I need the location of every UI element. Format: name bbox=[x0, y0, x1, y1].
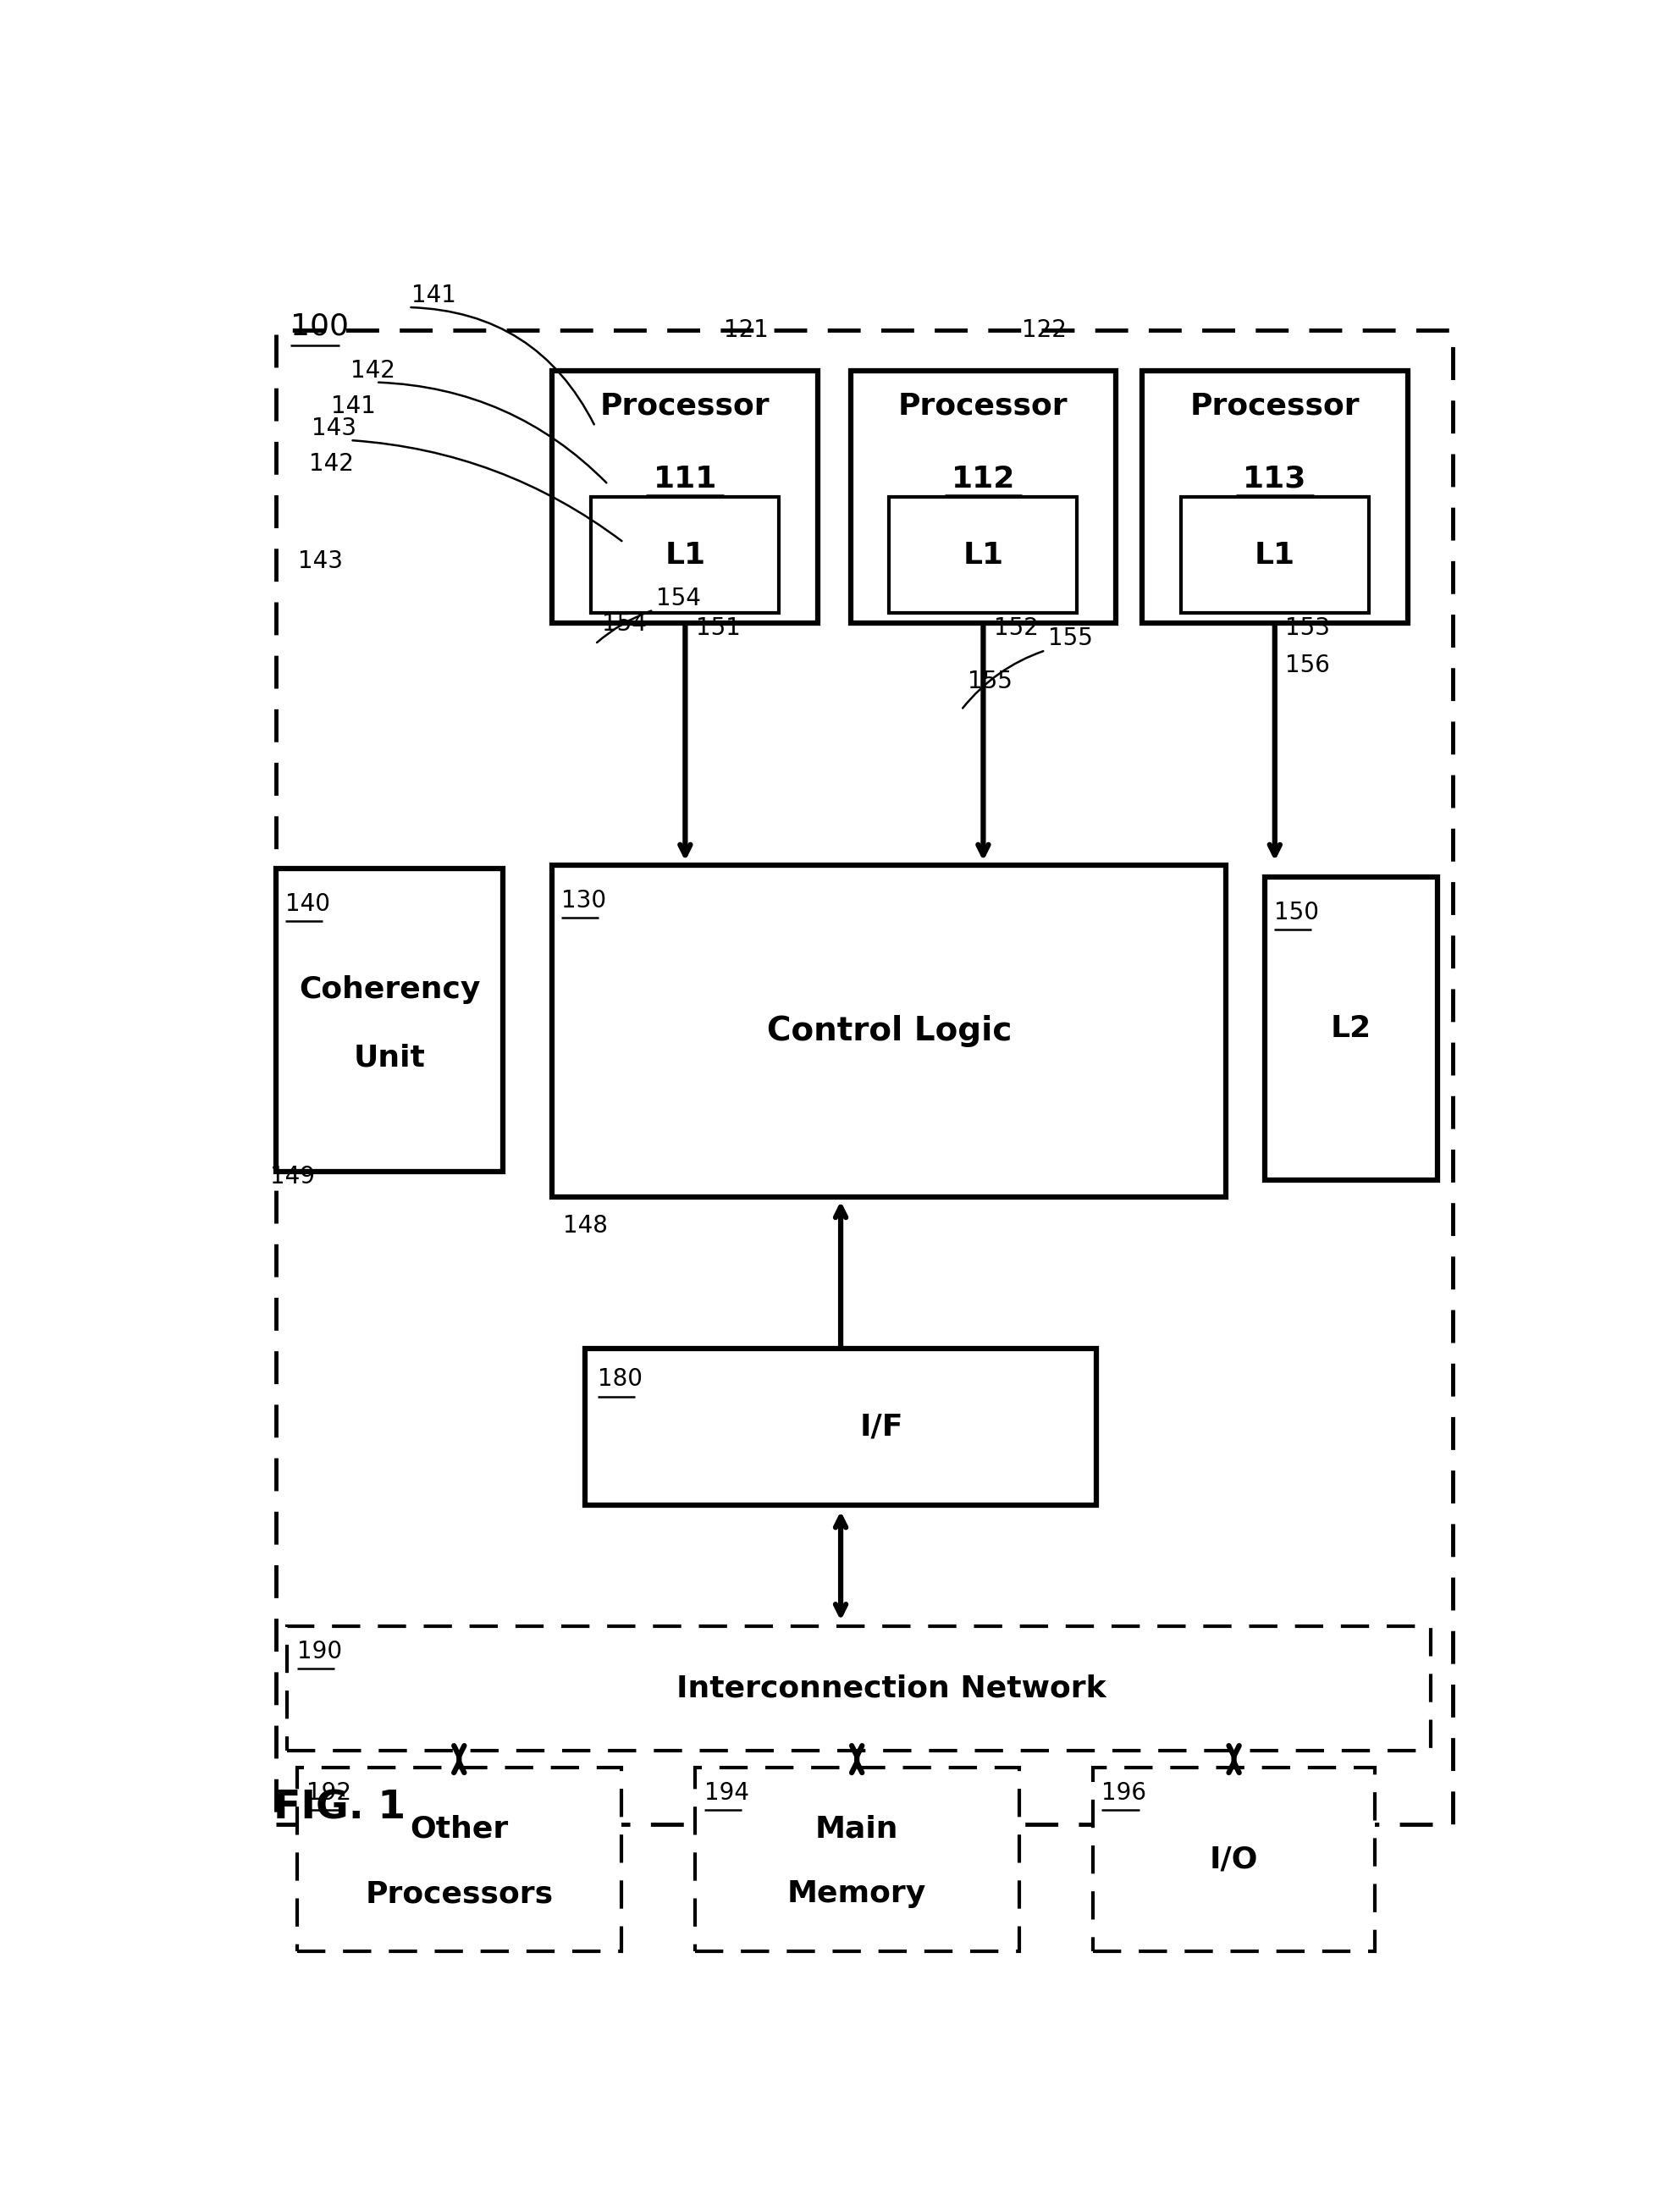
Text: Other: Other bbox=[410, 1814, 508, 1843]
Text: 121: 121 bbox=[724, 319, 769, 343]
Bar bbox=[1180, 498, 1369, 613]
Bar bbox=[276, 869, 503, 1172]
Text: 113: 113 bbox=[1242, 465, 1308, 493]
Text: I/O: I/O bbox=[1209, 1845, 1259, 1874]
Text: 100: 100 bbox=[291, 312, 349, 341]
Text: Processors: Processors bbox=[364, 1880, 553, 1909]
Text: Coherency: Coherency bbox=[299, 975, 480, 1004]
Text: 152: 152 bbox=[993, 617, 1038, 639]
Text: 141: 141 bbox=[331, 394, 376, 418]
Text: 149: 149 bbox=[269, 1166, 314, 1188]
Text: 143: 143 bbox=[311, 416, 356, 440]
Text: 122: 122 bbox=[1022, 319, 1067, 343]
Text: 155: 155 bbox=[1048, 626, 1093, 650]
Text: L1: L1 bbox=[1254, 540, 1296, 568]
Text: L1: L1 bbox=[665, 540, 706, 568]
Bar bbox=[592, 498, 779, 613]
Text: 180: 180 bbox=[599, 1367, 642, 1391]
Text: 155: 155 bbox=[968, 670, 1013, 692]
Bar bbox=[1266, 876, 1438, 1179]
Bar bbox=[298, 1767, 620, 1951]
Bar bbox=[851, 372, 1117, 624]
Bar bbox=[890, 498, 1077, 613]
Text: 190: 190 bbox=[298, 1639, 343, 1663]
Text: Interconnection Network: Interconnection Network bbox=[677, 1674, 1107, 1703]
Text: 142: 142 bbox=[309, 451, 353, 476]
Text: 141: 141 bbox=[411, 283, 456, 307]
Bar bbox=[552, 865, 1226, 1197]
Text: 156: 156 bbox=[1286, 655, 1329, 677]
Bar bbox=[585, 1349, 1097, 1506]
Text: Processor: Processor bbox=[1190, 392, 1359, 420]
Bar bbox=[1142, 372, 1408, 624]
Text: 142: 142 bbox=[349, 358, 395, 383]
Text: Memory: Memory bbox=[788, 1880, 926, 1909]
Text: I/F: I/F bbox=[859, 1413, 903, 1442]
Bar bbox=[696, 1767, 1018, 1951]
Text: 150: 150 bbox=[1274, 900, 1319, 925]
Text: 153: 153 bbox=[1286, 617, 1329, 639]
Text: 148: 148 bbox=[563, 1214, 607, 1239]
Text: 140: 140 bbox=[286, 891, 331, 916]
Text: Main: Main bbox=[816, 1814, 898, 1843]
Text: FIG. 1: FIG. 1 bbox=[274, 1790, 406, 1827]
Bar bbox=[552, 372, 818, 624]
Text: 112: 112 bbox=[951, 465, 1015, 493]
Text: Unit: Unit bbox=[354, 1044, 426, 1073]
Bar bbox=[288, 1626, 1431, 1750]
Text: Control Logic: Control Logic bbox=[767, 1015, 1012, 1046]
Text: 194: 194 bbox=[704, 1781, 749, 1805]
Text: Processor: Processor bbox=[600, 392, 771, 420]
Text: 111: 111 bbox=[654, 465, 717, 493]
Bar bbox=[276, 330, 1453, 1825]
Text: L1: L1 bbox=[963, 540, 1003, 568]
Text: 151: 151 bbox=[696, 617, 741, 639]
Bar bbox=[1093, 1767, 1374, 1951]
Text: 196: 196 bbox=[1102, 1781, 1147, 1805]
Text: L2: L2 bbox=[1331, 1013, 1371, 1042]
Text: 130: 130 bbox=[562, 889, 607, 914]
Text: 154: 154 bbox=[602, 613, 647, 635]
Text: 154: 154 bbox=[655, 586, 701, 611]
Text: 192: 192 bbox=[306, 1781, 351, 1805]
Text: Processor: Processor bbox=[898, 392, 1068, 420]
Text: 143: 143 bbox=[298, 549, 343, 573]
